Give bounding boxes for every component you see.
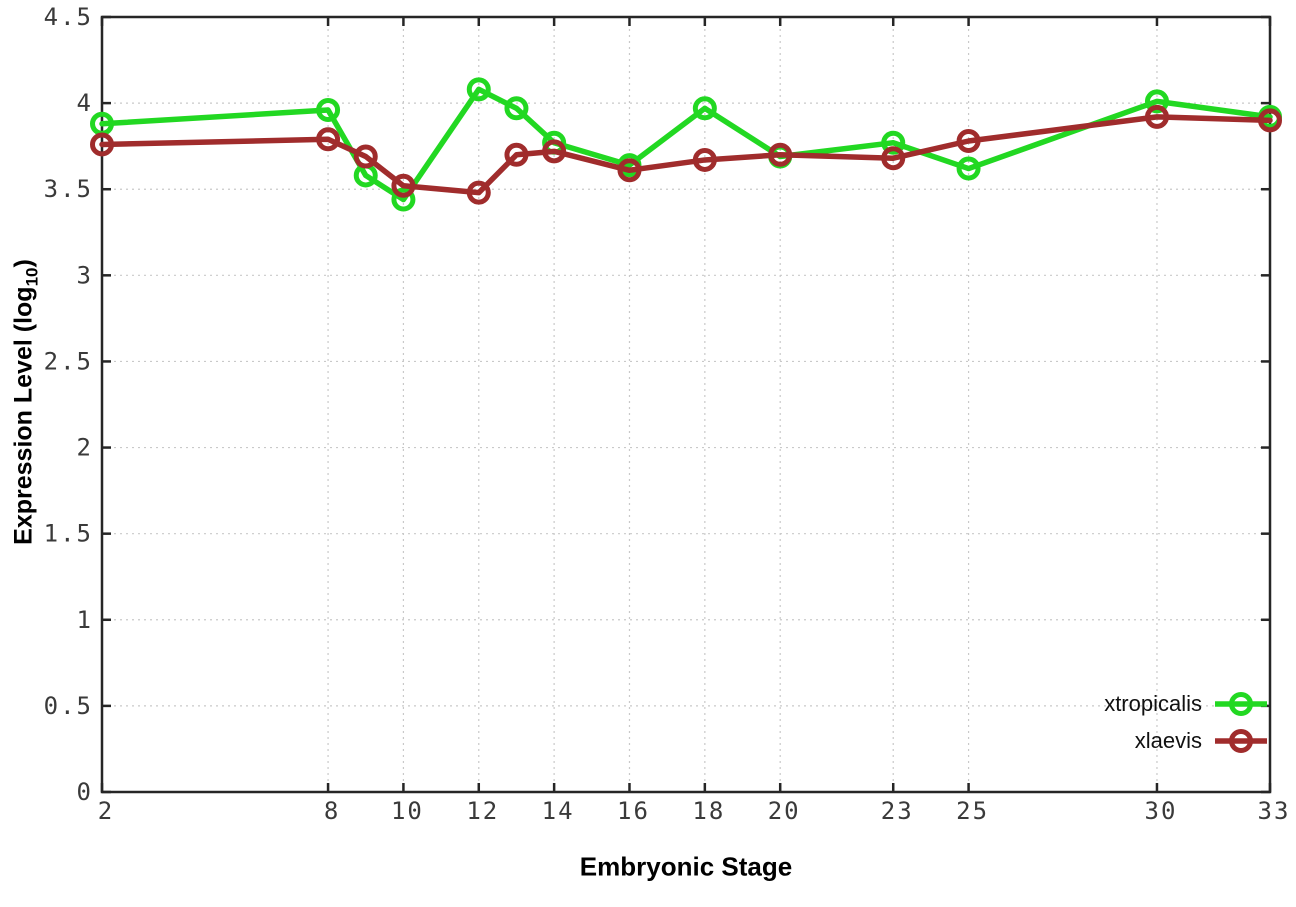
data-point-xlaevis [1144, 104, 1169, 129]
data-point-xtropicalis [504, 96, 529, 121]
x-tick-label: 23 [881, 797, 914, 825]
legend-label-xlaevis: xlaevis [1134, 727, 1202, 753]
data-point-xlaevis [542, 139, 567, 164]
series-line-xtropicalis [99, 86, 1273, 203]
data-point-xlaevis [768, 142, 793, 167]
x-tick-label: 18 [692, 797, 725, 825]
x-tick-label: 10 [391, 797, 424, 825]
data-point-xlaevis [466, 180, 491, 205]
x-tick-label: 25 [956, 797, 989, 825]
x-axis-title: Embryonic Stage [579, 851, 793, 882]
x-tick-label: 14 [542, 797, 575, 825]
data-point-xtropicalis [466, 77, 491, 102]
y-tick-label: 0 [77, 778, 93, 806]
x-tick-label: 12 [466, 797, 499, 825]
data-point-xlaevis [391, 173, 416, 198]
data-point-xlaevis [881, 146, 906, 171]
legend: xtropicalis xlaevis [1104, 685, 1270, 759]
y-tick-label: 1.5 [44, 520, 93, 548]
data-point-xtropicalis [692, 96, 717, 121]
legend-label-xtropicalis: xtropicalis [1104, 690, 1202, 716]
data-point-xlaevis [316, 127, 341, 152]
legend-item-xlaevis: xlaevis [1104, 722, 1270, 759]
y-axis-title-subscript: 10 [22, 267, 42, 287]
y-tick-label: 4.5 [44, 3, 93, 31]
data-point-xtropicalis [881, 130, 906, 155]
x-tick-label: 16 [617, 797, 650, 825]
data-point-xlaevis [504, 142, 529, 167]
y-tick-label: 3 [77, 261, 93, 289]
y-tick-label: 0.5 [44, 692, 93, 720]
y-axis-title-text: Expression Level (log [9, 286, 38, 545]
data-point-xlaevis [692, 147, 717, 172]
x-tick-label: 8 [324, 797, 340, 825]
y-axis-title-suffix: ) [9, 259, 38, 268]
plot-border [100, 15, 1272, 794]
data-point-xlaevis [353, 144, 378, 169]
x-tick-label: 30 [1145, 797, 1178, 825]
x-tick-label: 2 [98, 797, 114, 825]
data-point-xtropicalis [391, 187, 416, 212]
data-point-xlaevis [617, 158, 642, 183]
y-tick-label: 4 [77, 89, 93, 117]
legend-item-xtropicalis: xtropicalis [1104, 685, 1270, 722]
data-point-xlaevis [956, 129, 981, 153]
data-point-xlaevis [1258, 108, 1282, 133]
series-line-xlaevis [99, 114, 1273, 196]
y-axis-title: Expression Level (log10) [10, 259, 43, 545]
y-tick-label: 2.5 [44, 347, 93, 375]
legend-marker-open-circle-green [1215, 691, 1267, 716]
x-tick-label: 33 [1258, 797, 1291, 825]
data-point-xlaevis [90, 132, 114, 157]
y-tick-label: 2 [77, 434, 93, 462]
legend-marker-open-circle-red [1215, 728, 1267, 753]
x-tick-label: 20 [768, 797, 801, 825]
data-point-xtropicalis [316, 98, 341, 122]
y-tick-label: 3.5 [44, 175, 93, 203]
data-point-xtropicalis [956, 156, 981, 181]
y-tick-label: 1 [77, 606, 93, 634]
data-point-xtropicalis [1144, 89, 1169, 114]
